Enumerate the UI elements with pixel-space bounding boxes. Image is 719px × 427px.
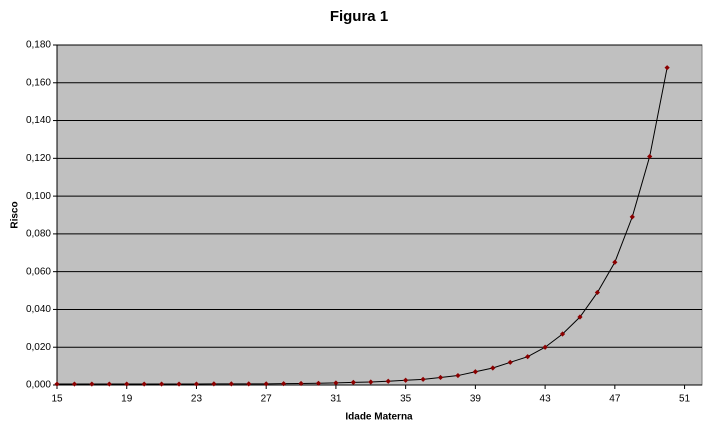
y-axis-title: Risco — [10, 201, 21, 228]
data-point — [71, 381, 78, 387]
data-point — [141, 381, 147, 387]
data-point — [333, 380, 339, 386]
data-point — [577, 314, 583, 320]
data-point — [281, 381, 287, 387]
data-point — [647, 153, 653, 160]
x-tick-label: 19 — [121, 394, 133, 405]
plot-area — [56, 44, 703, 386]
data-point — [193, 381, 200, 387]
data-point — [472, 369, 478, 375]
data-point — [89, 381, 95, 387]
data-point — [420, 376, 426, 382]
y-tick-label: 0,100 — [26, 191, 51, 202]
y-tick-label: 0,080 — [26, 229, 51, 240]
y-tick-label: 0,120 — [26, 153, 51, 164]
y-tick-label: 0,140 — [26, 115, 51, 126]
x-tick-label: 43 — [540, 394, 552, 405]
data-point — [176, 381, 182, 387]
x-tick-label: 15 — [51, 394, 63, 405]
data-point — [612, 259, 618, 265]
data-point — [542, 344, 548, 350]
data-point — [211, 381, 217, 387]
data-point — [106, 381, 112, 387]
x-tick-label: 35 — [400, 394, 412, 405]
data-point — [437, 374, 444, 381]
data-point — [385, 378, 391, 384]
x-tick-label: 47 — [609, 394, 621, 405]
x-tick-label: 31 — [330, 394, 342, 405]
data-point — [368, 379, 374, 385]
data-point — [298, 380, 304, 387]
y-tick-label: 0,060 — [26, 266, 51, 277]
data-line — [57, 67, 668, 385]
x-tick-label: 23 — [191, 394, 203, 405]
y-tick-label: 0,160 — [26, 77, 51, 88]
data-point — [664, 65, 670, 71]
data-point — [263, 381, 269, 387]
data-point — [559, 331, 566, 337]
x-tick-label: 39 — [470, 394, 482, 405]
x-axis-title: Idade Materna — [345, 412, 413, 423]
data-point — [525, 354, 531, 360]
data-point — [228, 381, 234, 387]
data-point — [490, 365, 496, 371]
data-point — [246, 381, 252, 387]
data-point — [54, 381, 60, 387]
data-point — [455, 372, 461, 379]
data-point — [629, 214, 635, 220]
x-tick-label: 27 — [261, 394, 273, 405]
y-tick-label: 0,040 — [26, 304, 51, 315]
data-point — [124, 381, 130, 387]
data-point — [594, 289, 601, 296]
data-point — [350, 379, 356, 385]
x-tick-label: 51 — [679, 394, 691, 405]
y-tick-label: 0,020 — [26, 342, 51, 353]
y-tick-label: 0,180 — [26, 40, 51, 51]
data-point — [507, 359, 513, 365]
chart-title: Figura 1 — [330, 8, 388, 25]
data-point — [158, 381, 165, 387]
data-point — [403, 377, 409, 383]
data-point — [315, 380, 322, 386]
y-tick-label: 0,000 — [26, 380, 51, 391]
